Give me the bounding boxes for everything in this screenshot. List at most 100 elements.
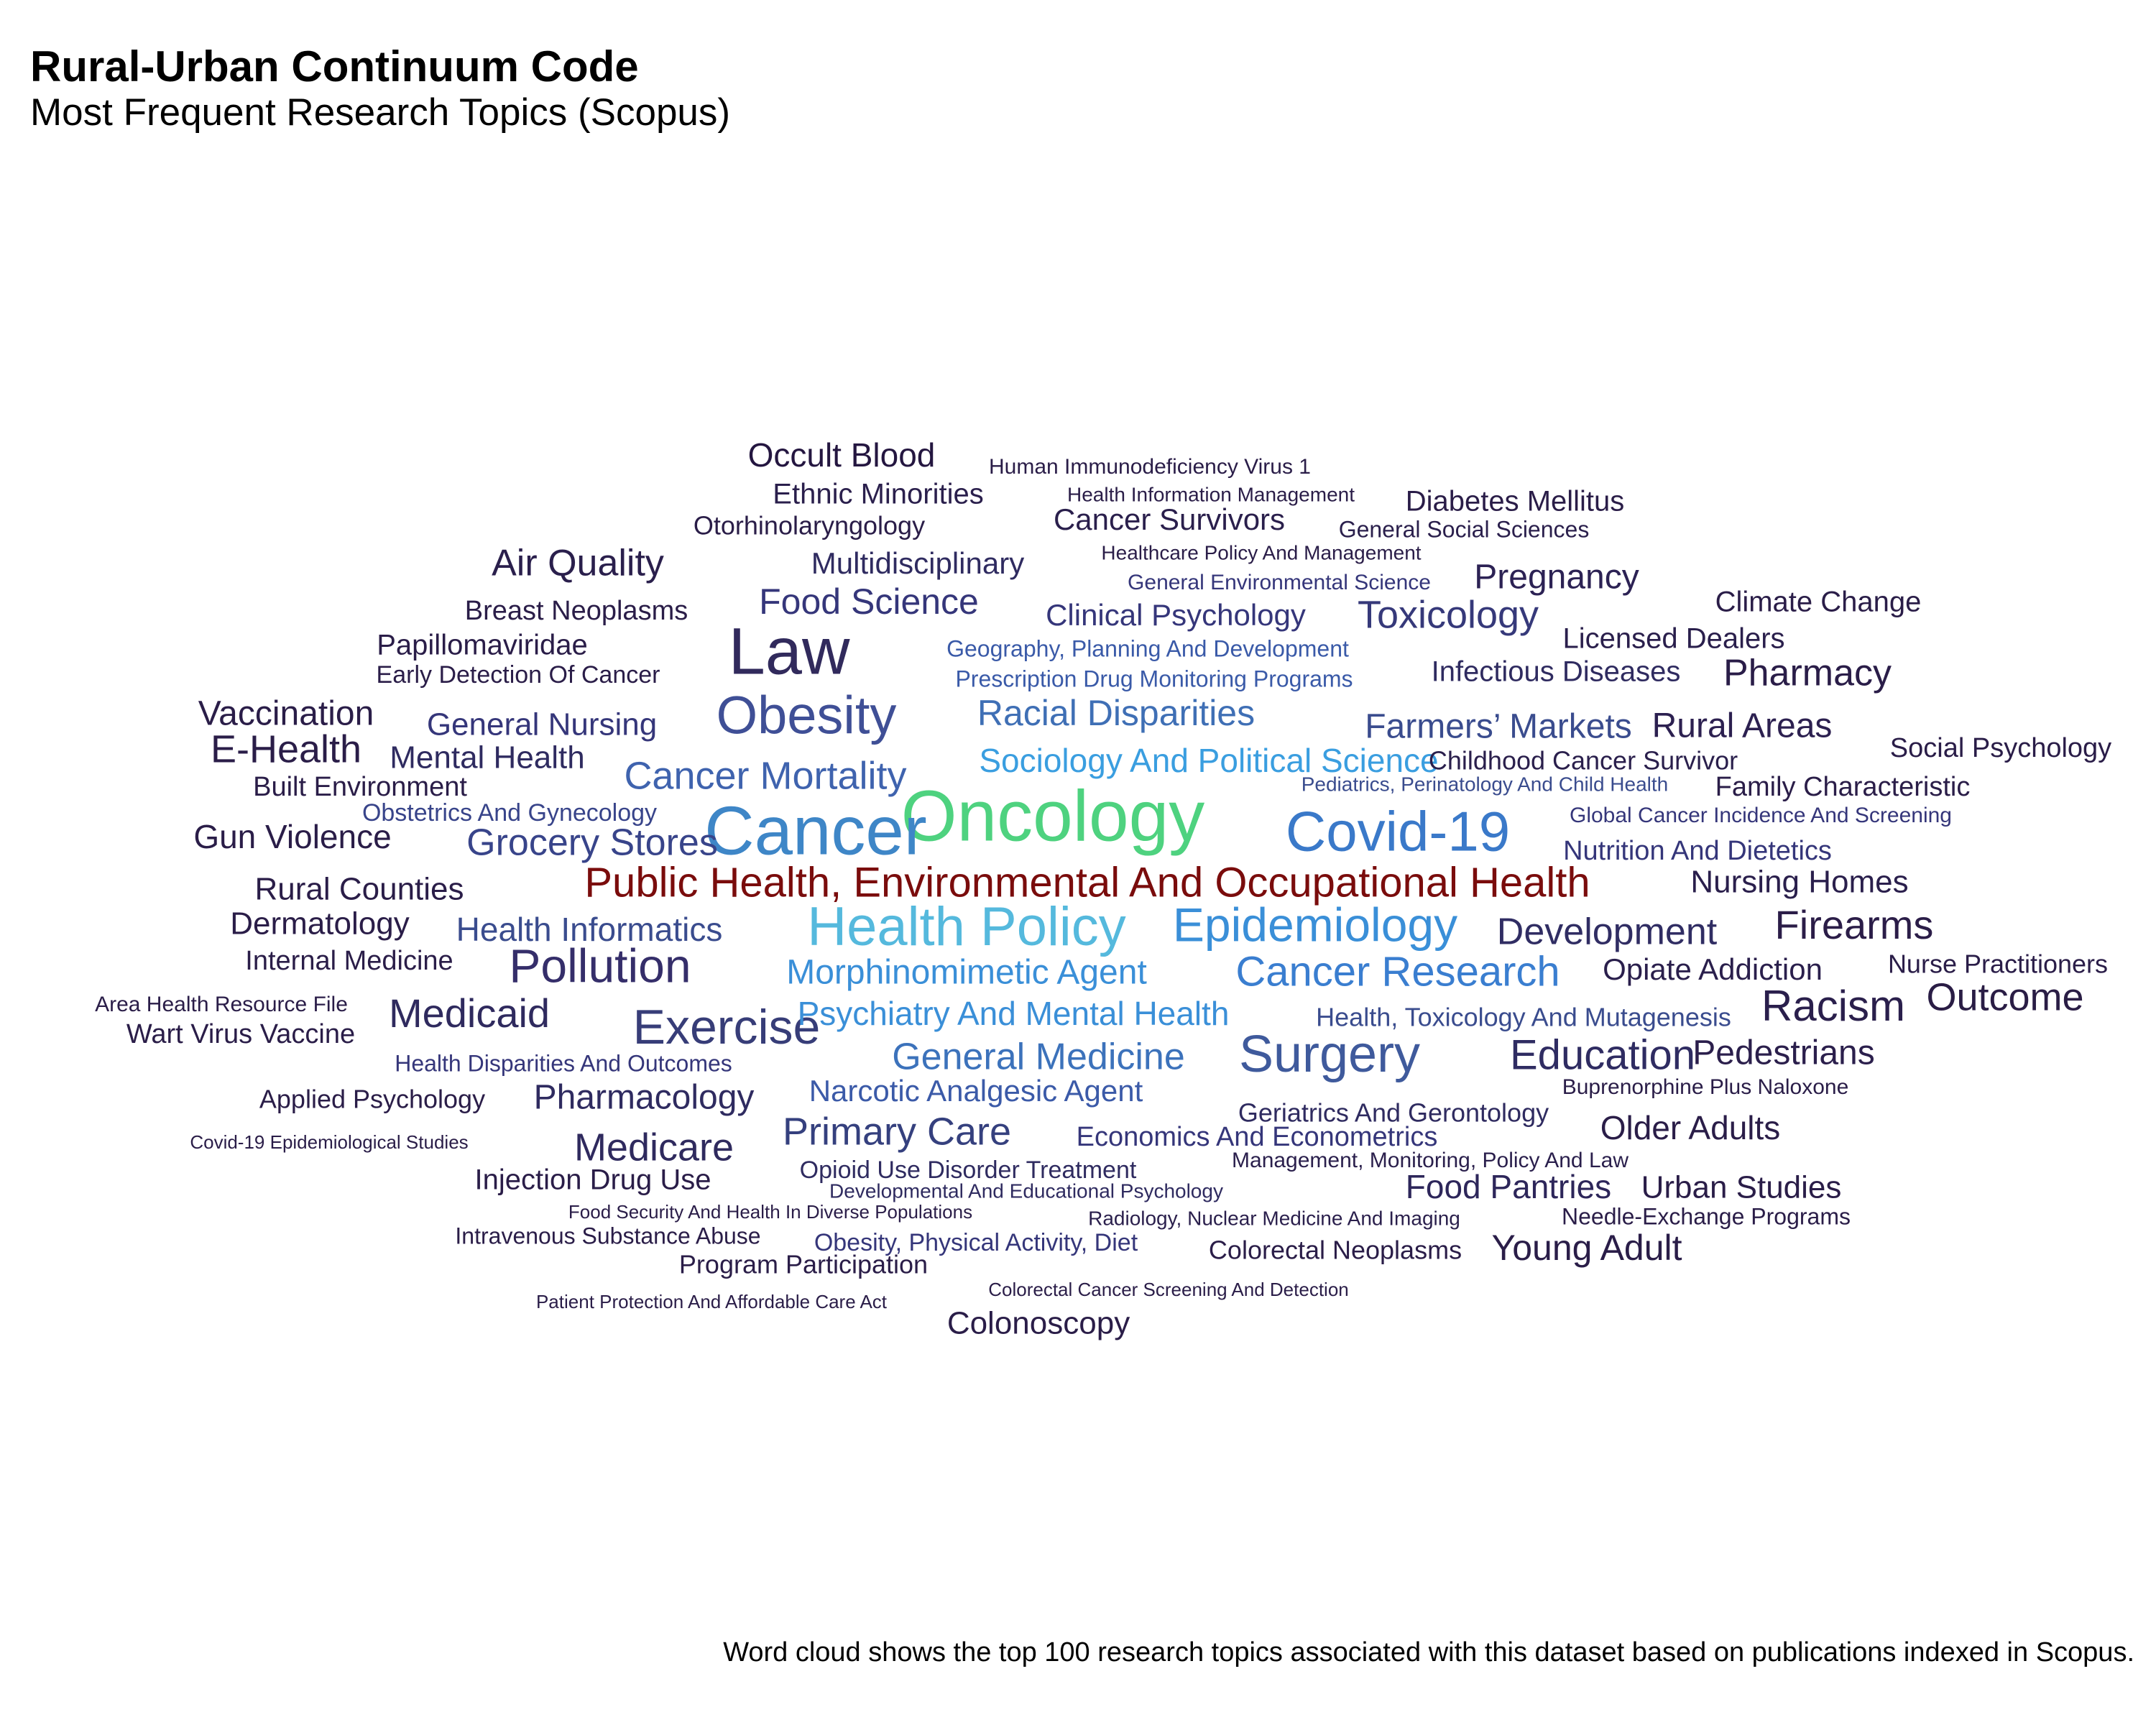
word-health-information-management: Health Information Management — [1067, 483, 1355, 505]
word-colonoscopy: Colonoscopy — [947, 1306, 1130, 1341]
word-applied-psychology: Applied Psychology — [259, 1085, 485, 1114]
chart-title: Rural-Urban Continuum Code — [30, 42, 639, 91]
word-older-adults: Older Adults — [1600, 1109, 1781, 1146]
word-vaccination: Vaccination — [198, 695, 374, 733]
word-oncology: Oncology — [901, 776, 1204, 856]
word-health-toxicology-and-mutagenesis: Health, Toxicology And Mutagenesis — [1316, 1003, 1731, 1032]
word-program-participation: Program Participation — [679, 1250, 928, 1279]
word-geriatrics-and-gerontology: Geriatrics And Gerontology — [1238, 1098, 1549, 1128]
chart-caption: Word cloud shows the top 100 research to… — [723, 1637, 2134, 1668]
word-pharmacology: Pharmacology — [534, 1079, 755, 1117]
word-food-science: Food Science — [759, 581, 979, 622]
word-food-pantries: Food Pantries — [1406, 1168, 1611, 1205]
word-obstetrics-and-gynecology: Obstetrics And Gynecology — [362, 799, 657, 827]
word-clinical-psychology: Clinical Psychology — [1046, 598, 1306, 632]
word-injection-drug-use: Injection Drug Use — [474, 1164, 711, 1196]
word-needle-exchange-programs: Needle-Exchange Programs — [1562, 1203, 1851, 1229]
word-geography-planning-and-development: Geography, Planning And Development — [946, 635, 1349, 661]
word-gun-violence: Gun Violence — [193, 818, 391, 855]
word-racial-disparities: Racial Disparities — [977, 693, 1255, 733]
word-climate-change: Climate Change — [1715, 586, 1922, 618]
word-development: Development — [1497, 911, 1718, 953]
word-mental-health: Mental Health — [390, 740, 584, 776]
word-otorhinolaryngology: Otorhinolaryngology — [694, 511, 925, 540]
word-buprenorphine-plus-naloxone: Buprenorphine Plus Naloxone — [1562, 1075, 1849, 1099]
word-education: Education — [1510, 1031, 1695, 1078]
word-general-medicine: General Medicine — [892, 1036, 1185, 1078]
word-farmers-markets: Farmers’ Markets — [1365, 708, 1632, 746]
word-occult-blood: Occult Blood — [748, 436, 936, 474]
word-breast-neoplasms: Breast Neoplasms — [465, 596, 688, 626]
word-dermatology: Dermatology — [230, 906, 409, 942]
word-patient-protection-and-affordable-care-act: Patient Protection And Affordable Care A… — [536, 1291, 888, 1312]
word-racism: Racism — [1761, 982, 1905, 1030]
word-ethnic-minorities: Ethnic Minorities — [773, 479, 983, 510]
word-rural-areas: Rural Areas — [1652, 707, 1833, 745]
word-social-psychology: Social Psychology — [1890, 733, 2111, 763]
word-licensed-dealers: Licensed Dealers — [1562, 623, 1784, 655]
word-firearms: Firearms — [1775, 902, 1934, 947]
chart-subtitle: Most Frequent Research Topics (Scopus) — [30, 91, 731, 134]
word-healthcare-policy-and-management: Healthcare Policy And Management — [1101, 541, 1421, 564]
word-multidisciplinary: Multidisciplinary — [811, 546, 1024, 580]
word-pregnancy: Pregnancy — [1474, 558, 1639, 597]
word-rural-counties: Rural Counties — [254, 872, 464, 907]
word-general-nursing: General Nursing — [427, 707, 657, 742]
word-colorectal-neoplasms: Colorectal Neoplasms — [1209, 1236, 1462, 1265]
word-food-security-and-health-in-diverse-populations: Food Security And Health In Diverse Popu… — [568, 1201, 972, 1223]
word-sociology-and-political-science: Sociology And Political Science — [979, 742, 1438, 779]
word-public-health-environmental-and-occupational-health: Public Health, Environmental And Occupat… — [584, 859, 1590, 906]
word-pediatrics-perinatology-and-child-health: Pediatrics, Perinatology And Child Healt… — [1302, 773, 1669, 795]
word-covid-19: Covid-19 — [1286, 800, 1510, 863]
word-air-quality: Air Quality — [492, 543, 664, 584]
word-nutrition-and-dietetics: Nutrition And Dietetics — [1563, 836, 1832, 866]
word-economics-and-econometrics: Economics And Econometrics — [1077, 1122, 1438, 1152]
word-medicaid: Medicaid — [389, 990, 550, 1036]
word-papillomaviridae: Papillomaviridae — [377, 630, 587, 661]
word-pharmacy: Pharmacy — [1723, 653, 1892, 694]
word-law: Law — [729, 615, 850, 688]
word-cancer-mortality: Cancer Mortality — [624, 754, 906, 797]
word-epidemiology: Epidemiology — [1173, 898, 1457, 951]
word-developmental-and-educational-psychology: Developmental And Educational Psychology — [829, 1179, 1223, 1202]
word-morphinomimetic-agent: Morphinomimetic Agent — [786, 954, 1147, 992]
word-opiate-addiction: Opiate Addiction — [1603, 952, 1823, 986]
word-urban-studies: Urban Studies — [1641, 1170, 1842, 1205]
word-infectious-diseases: Infectious Diseases — [1432, 656, 1681, 688]
word-intravenous-substance-abuse: Intravenous Substance Abuse — [455, 1223, 760, 1248]
word-nursing-homes: Nursing Homes — [1690, 865, 1908, 900]
word-colorectal-cancer-screening-and-detection: Colorectal Cancer Screening And Detectio… — [988, 1279, 1349, 1300]
word-health-policy: Health Policy — [807, 896, 1126, 957]
word-medicare: Medicare — [574, 1126, 734, 1169]
word-area-health-resource-file: Area Health Resource File — [95, 993, 348, 1016]
word-obesity: Obesity — [717, 686, 897, 745]
word-toxicology: Toxicology — [1358, 593, 1539, 636]
word-wart-virus-vaccine: Wart Virus Vaccine — [126, 1019, 355, 1049]
word-prescription-drug-monitoring-programs: Prescription Drug Monitoring Programs — [955, 666, 1353, 691]
word-cancer-research: Cancer Research — [1235, 948, 1560, 995]
word-management-monitoring-policy-and-law: Management, Monitoring, Policy And Law — [1232, 1149, 1628, 1172]
word-childhood-cancer-survivor: Childhood Cancer Survivor — [1429, 746, 1738, 776]
word-cancer: Cancer — [704, 792, 926, 869]
word-internal-medicine: Internal Medicine — [245, 946, 453, 976]
word-cancer-survivors: Cancer Survivors — [1054, 502, 1285, 536]
word-family-characteristic: Family Characteristic — [1715, 772, 1971, 802]
word-general-social-sciences: General Social Sciences — [1339, 516, 1590, 542]
word-young-adult: Young Adult — [1491, 1228, 1682, 1268]
word-early-detection-of-cancer: Early Detection Of Cancer — [377, 661, 660, 689]
word-surgery: Surgery — [1239, 1026, 1420, 1083]
word-health-disparities-and-outcomes: Health Disparities And Outcomes — [395, 1050, 732, 1076]
word-grocery-stores: Grocery Stores — [466, 822, 718, 864]
word-pedestrians: Pedestrians — [1692, 1034, 1874, 1072]
word-psychiatry-and-mental-health: Psychiatry And Mental Health — [798, 995, 1230, 1032]
word-health-informatics: Health Informatics — [456, 911, 723, 948]
word-primary-care: Primary Care — [783, 1110, 1011, 1153]
word-human-immunodeficiency-virus-1: Human Immunodeficiency Virus 1 — [989, 455, 1311, 479]
word-nurse-practitioners: Nurse Practitioners — [1888, 949, 2108, 979]
word-outcome: Outcome — [1926, 975, 2083, 1018]
word-built-environment: Built Environment — [253, 772, 467, 802]
word-opioid-use-disorder-treatment: Opioid Use Disorder Treatment — [800, 1156, 1137, 1184]
word-diabetes-mellitus: Diabetes Mellitus — [1406, 486, 1625, 518]
